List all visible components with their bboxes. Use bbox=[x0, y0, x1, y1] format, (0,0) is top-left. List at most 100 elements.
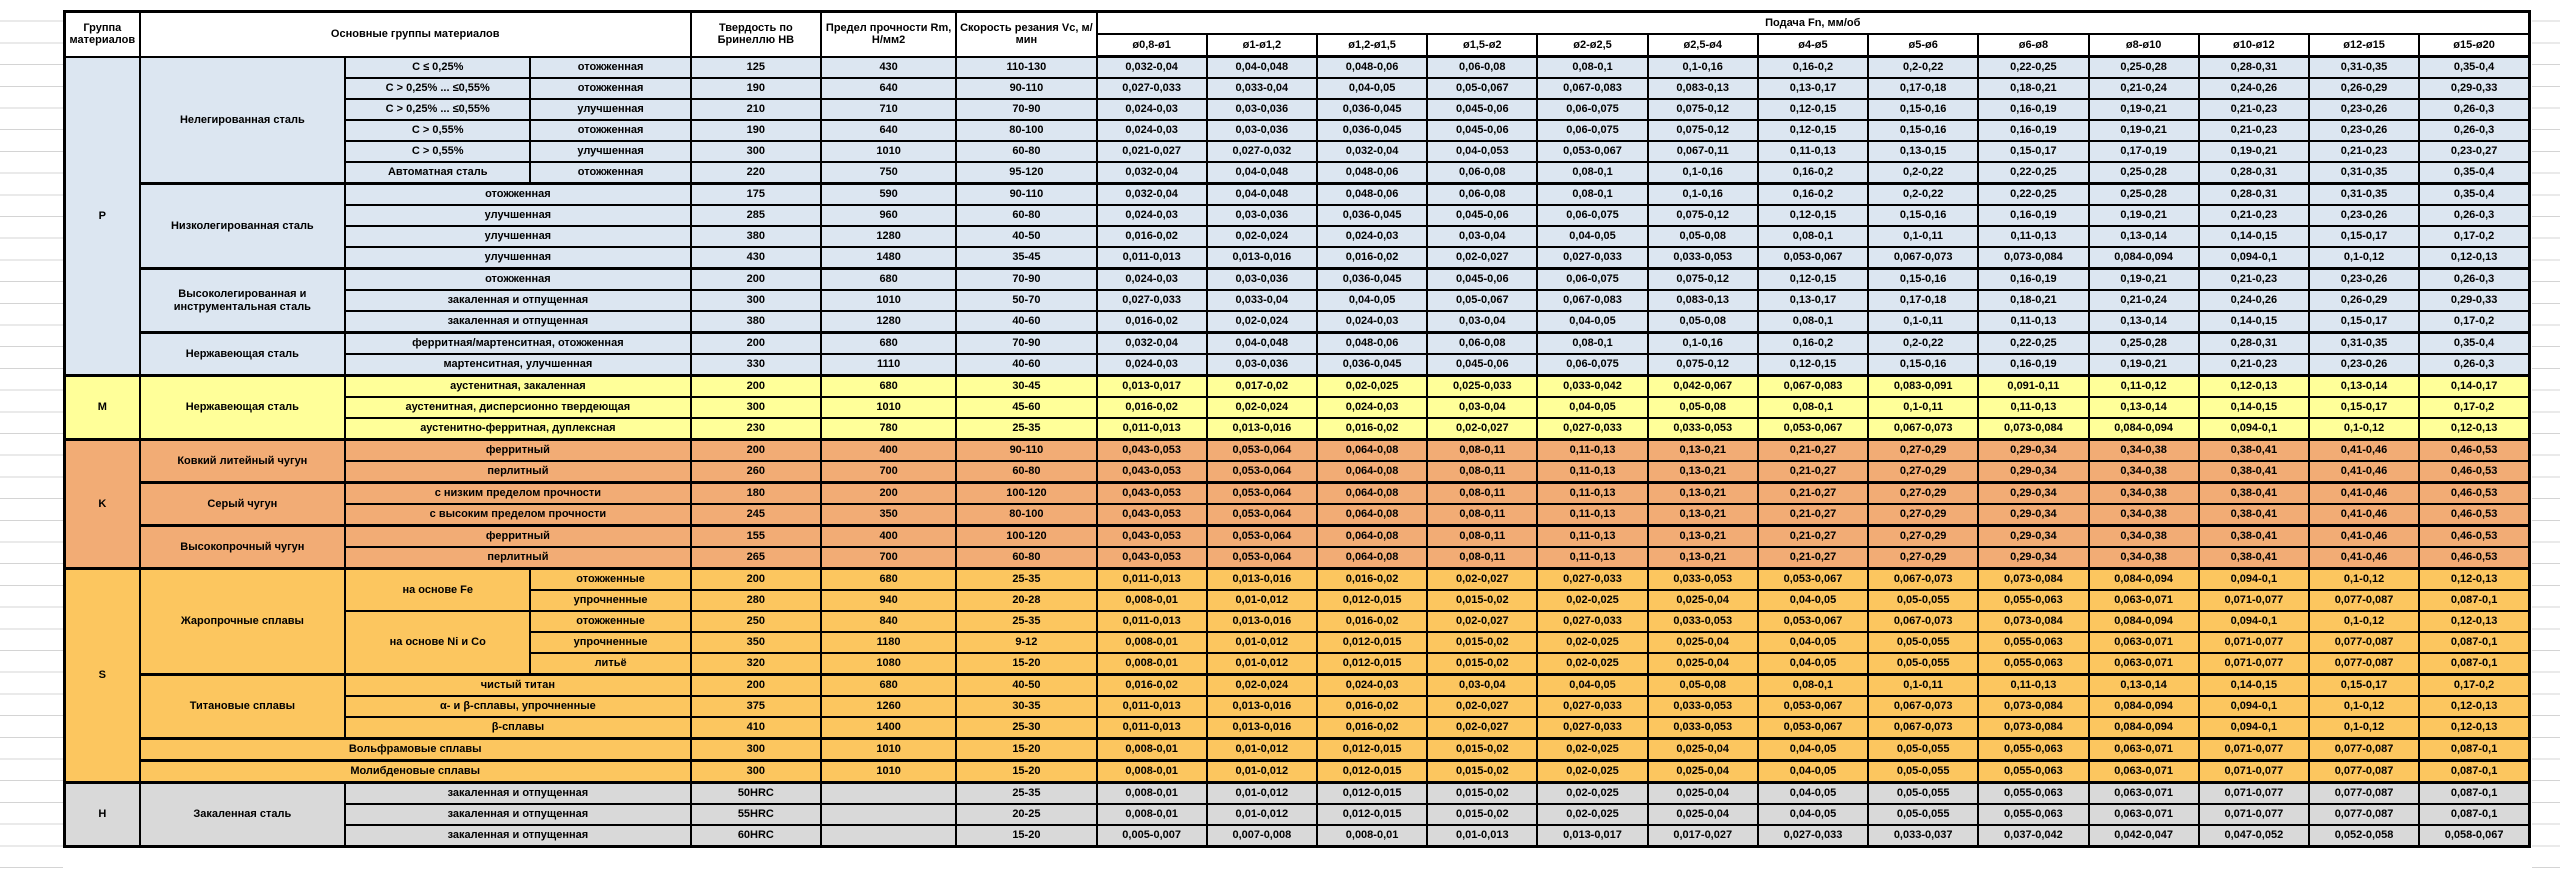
table-cell[interactable]: 200 bbox=[689, 331, 822, 355]
table-cell[interactable]: 0,19-0,21 bbox=[2087, 98, 2200, 121]
table-cell[interactable]: 0,17-0,2 bbox=[2418, 310, 2531, 334]
table-cell[interactable]: 0,29-0,34 bbox=[1977, 546, 2090, 570]
table-cell[interactable]: 200 bbox=[689, 673, 822, 697]
table-cell[interactable]: 0,17-0,19 bbox=[2087, 140, 2200, 163]
table-cell[interactable]: 25-30 bbox=[955, 716, 1098, 740]
table-cell[interactable]: 0,31-0,35 bbox=[2307, 55, 2421, 79]
material-condition[interactable]: улучшенная bbox=[344, 246, 692, 270]
table-cell[interactable]: 0,27-0,29 bbox=[1867, 546, 1980, 570]
material-category[interactable]: Высоколегированная и инструментальная ст… bbox=[138, 267, 347, 334]
table-cell[interactable]: 1010 bbox=[819, 289, 958, 312]
table-cell[interactable]: 0,1-0,11 bbox=[1867, 396, 1980, 419]
material-condition[interactable]: улучшенная bbox=[529, 98, 692, 121]
table-cell[interactable]: 0,052-0,058 bbox=[2307, 824, 2421, 848]
table-cell[interactable]: 55HRC bbox=[689, 803, 822, 826]
table-cell[interactable]: 1010 bbox=[819, 759, 958, 784]
table-cell[interactable]: 0,063-0,071 bbox=[2087, 803, 2200, 826]
table-cell[interactable]: 380 bbox=[689, 225, 822, 248]
table-cell[interactable]: 0,13-0,21 bbox=[1646, 503, 1759, 527]
table-cell[interactable]: 0,048-0,06 bbox=[1315, 182, 1429, 206]
table-cell[interactable]: 0,24-0,26 bbox=[2197, 77, 2310, 100]
table-cell[interactable]: 0,12-0,13 bbox=[2418, 695, 2531, 718]
material-condition[interactable]: с высоким пределом прочности bbox=[344, 503, 692, 527]
table-cell[interactable]: 0,025-0,04 bbox=[1646, 631, 1759, 654]
table-cell[interactable]: 0,01-0,012 bbox=[1205, 803, 1318, 826]
table-cell[interactable]: 0,23-0,26 bbox=[2307, 204, 2421, 227]
table-cell[interactable]: 0,13-0,15 bbox=[1867, 140, 1980, 163]
table-cell[interactable]: 40-60 bbox=[955, 310, 1098, 334]
table-cell[interactable]: 0,053-0,067 bbox=[1756, 716, 1870, 740]
header-feed-col-13[interactable]: ø15-ø20 bbox=[2418, 33, 2531, 58]
table-cell[interactable]: 0,015-0,02 bbox=[1426, 803, 1539, 826]
table-cell[interactable]: 0,045-0,06 bbox=[1426, 119, 1539, 142]
table-cell[interactable]: 0,025-0,04 bbox=[1646, 781, 1759, 805]
table-cell[interactable]: 0,077-0,087 bbox=[2307, 803, 2421, 826]
table-cell[interactable]: 0,084-0,094 bbox=[2087, 695, 2200, 718]
table-cell[interactable]: 0,05-0,055 bbox=[1867, 589, 1980, 612]
table-cell[interactable]: 0,017-0,02 bbox=[1205, 374, 1318, 398]
table-cell[interactable]: 180 bbox=[689, 481, 822, 505]
table-cell[interactable]: 0,032-0,04 bbox=[1095, 55, 1208, 79]
material-subtype[interactable]: C > 0,55% bbox=[344, 140, 532, 163]
table-cell[interactable]: 0,017-0,027 bbox=[1646, 824, 1759, 848]
table-cell[interactable]: 0,064-0,08 bbox=[1315, 481, 1429, 505]
table-cell[interactable]: 840 bbox=[819, 610, 958, 633]
table-cell[interactable]: 0,46-0,53 bbox=[2418, 524, 2531, 548]
table-cell[interactable]: 375 bbox=[689, 695, 822, 718]
material-subtype[interactable]: C > 0,25% ... ≤0,55% bbox=[344, 77, 532, 100]
table-cell[interactable]: 0,19-0,21 bbox=[2087, 119, 2200, 142]
table-cell[interactable]: 0,12-0,15 bbox=[1756, 353, 1870, 377]
table-cell[interactable]: 15-20 bbox=[955, 759, 1098, 784]
table-cell[interactable]: 0,12-0,13 bbox=[2418, 246, 2531, 270]
table-cell[interactable]: 40-60 bbox=[955, 353, 1098, 377]
table-cell[interactable]: 0,27-0,29 bbox=[1867, 460, 1980, 484]
table-cell[interactable]: 0,28-0,31 bbox=[2197, 55, 2310, 79]
material-category[interactable]: Нержавеющая сталь bbox=[138, 374, 347, 441]
table-cell[interactable]: 0,011-0,013 bbox=[1095, 610, 1208, 633]
table-cell[interactable]: 0,077-0,087 bbox=[2307, 737, 2421, 762]
table-cell[interactable]: 0,03-0,036 bbox=[1205, 98, 1318, 121]
table-cell[interactable]: 0,087-0,1 bbox=[2418, 781, 2531, 805]
table-cell[interactable]: 0,025-0,033 bbox=[1426, 374, 1539, 398]
table-cell[interactable]: 0,01-0,012 bbox=[1205, 652, 1318, 676]
table-cell[interactable]: 0,11-0,13 bbox=[1536, 460, 1649, 484]
table-cell[interactable]: 0,077-0,087 bbox=[2307, 652, 2421, 676]
table-cell[interactable]: 190 bbox=[689, 119, 822, 142]
table-cell[interactable]: 0,38-0,41 bbox=[2197, 438, 2310, 462]
group-label[interactable]: P bbox=[63, 55, 141, 377]
table-cell[interactable]: 0,1-0,12 bbox=[2307, 610, 2421, 633]
table-cell[interactable]: 0,032-0,04 bbox=[1095, 161, 1208, 185]
table-cell[interactable]: 0,064-0,08 bbox=[1315, 438, 1429, 462]
material-condition[interactable]: отожженные bbox=[529, 610, 692, 633]
table-cell[interactable]: 0,28-0,31 bbox=[2197, 161, 2310, 185]
table-cell[interactable]: 1080 bbox=[819, 652, 958, 676]
table-cell[interactable]: 30-35 bbox=[955, 695, 1098, 718]
table-cell[interactable]: 0,01-0,012 bbox=[1205, 759, 1318, 784]
table-cell[interactable]: 0,063-0,071 bbox=[2087, 737, 2200, 762]
table-cell[interactable]: 0,045-0,06 bbox=[1426, 204, 1539, 227]
table-cell[interactable]: 50-70 bbox=[955, 289, 1098, 312]
table-cell[interactable]: 0,1-0,12 bbox=[2307, 695, 2421, 718]
material-condition[interactable]: упрочненные bbox=[529, 631, 692, 654]
header-feed-col-9[interactable]: ø6-ø8 bbox=[1977, 33, 2090, 58]
table-cell[interactable]: 640 bbox=[819, 77, 958, 100]
table-cell[interactable]: 0,21-0,23 bbox=[2197, 267, 2310, 291]
table-cell[interactable]: 0,012-0,015 bbox=[1315, 631, 1429, 654]
table-cell[interactable]: 0,12-0,15 bbox=[1756, 267, 1870, 291]
material-subtype[interactable]: на основе Ni и Co bbox=[344, 610, 532, 676]
table-cell[interactable]: 0,036-0,045 bbox=[1315, 98, 1429, 121]
table-cell[interactable]: 0,033-0,042 bbox=[1536, 374, 1649, 398]
table-cell[interactable]: 0,02-0,024 bbox=[1205, 225, 1318, 248]
table-cell[interactable]: 0,087-0,1 bbox=[2418, 737, 2531, 762]
material-subtype[interactable]: C > 0,25% ... ≤0,55% bbox=[344, 98, 532, 121]
table-cell[interactable]: 0,29-0,34 bbox=[1977, 481, 2090, 505]
table-cell[interactable]: 0,04-0,048 bbox=[1205, 182, 1318, 206]
table-cell[interactable]: 0,08-0,11 bbox=[1426, 460, 1539, 484]
table-cell[interactable]: 0,042-0,047 bbox=[2087, 824, 2200, 848]
table-cell[interactable]: 0,033-0,04 bbox=[1205, 289, 1318, 312]
table-cell[interactable]: 0,053-0,067 bbox=[1756, 567, 1870, 591]
table-cell[interactable]: 330 bbox=[689, 353, 822, 377]
table-cell[interactable]: 1180 bbox=[819, 631, 958, 654]
table-cell[interactable]: 0,46-0,53 bbox=[2418, 460, 2531, 484]
header-feed-col-1[interactable]: ø0,8-ø1 bbox=[1095, 33, 1208, 58]
